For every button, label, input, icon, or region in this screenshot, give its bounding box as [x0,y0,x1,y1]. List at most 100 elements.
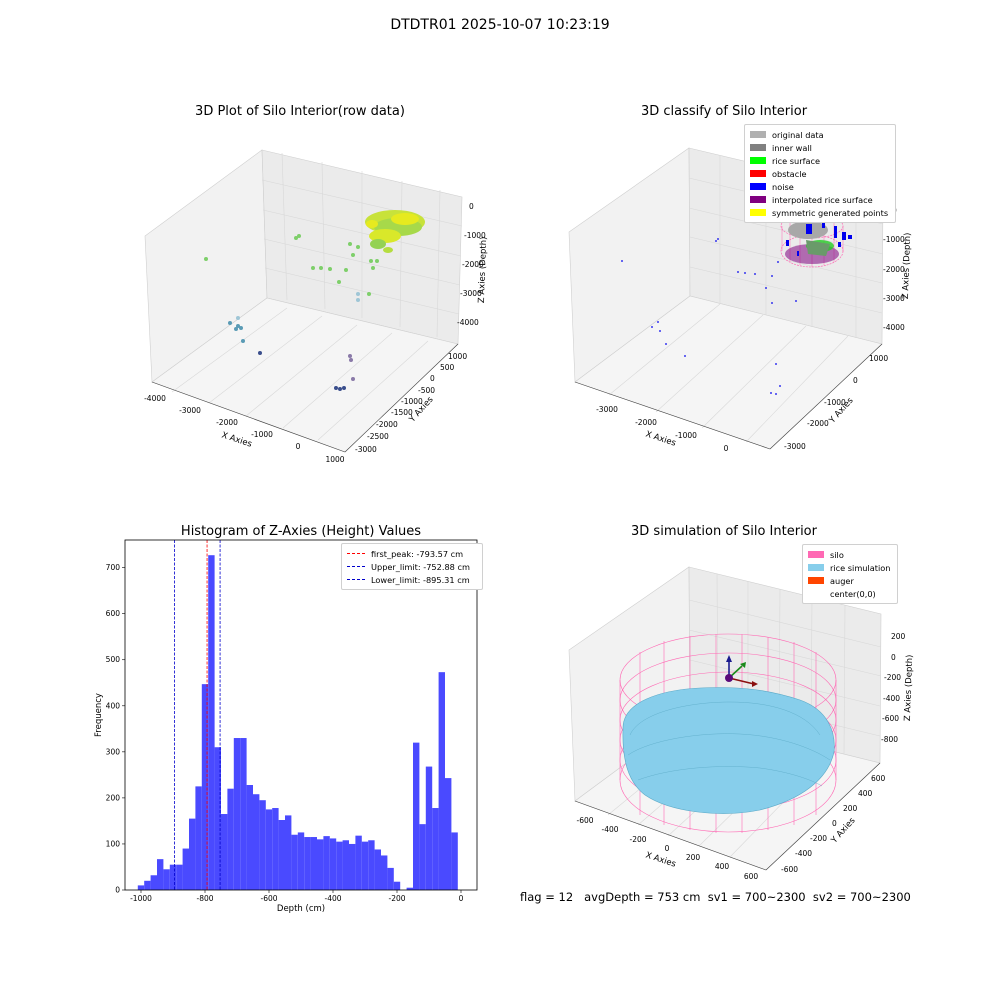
legend-swatch [750,131,766,138]
p4-xtick: 600 [744,872,759,881]
y-tick-label: 100 [106,839,121,848]
p1-ytick: -1000 [401,397,423,406]
histogram-bar [144,880,151,890]
histogram-bar [176,864,183,890]
legend-label: obstacle [772,168,807,179]
histogram-bar [195,786,202,890]
rice-simulation-surface [622,687,835,814]
histogram-bar [297,832,305,890]
p1-ytick: -3000 [355,445,377,454]
panel1-title: 3D Plot of Silo Interior(row data) [195,104,405,119]
histogram-bar [272,808,279,890]
y-tick-label: 500 [106,655,121,664]
legend-item: Upper_limit: -752.88 cm [347,560,477,573]
legend-swatch [750,144,766,151]
p4-xtick: -600 [576,816,593,825]
p1-xtick: -3000 [179,406,201,415]
legend-swatch [750,183,766,190]
histogram-bars [137,555,458,890]
histogram-bar [387,867,394,890]
legend-swatch [750,170,766,177]
p1-ytick: 1000 [448,352,467,361]
y-tick-label: 200 [106,793,121,802]
panel3-legend: first_peak: -793.57 cm Upper_limit: -752… [341,543,483,590]
histogram-bar [310,837,317,890]
legend-label: original data [772,129,824,140]
histogram-bar [265,809,273,890]
p2-ytick: -1000 [824,398,846,407]
p1-zlabel: Z Axies (Depth) [477,236,489,303]
histogram-bar [278,820,285,890]
legend-item: center(0,0) [808,587,892,600]
p1-ztick: -1000 [464,231,486,240]
p2-ztick: -2000 [883,265,905,274]
status-footer: flag = 12 avgDepth = 753 cm sv1 = 700~23… [520,890,911,904]
histogram-bar [445,778,452,890]
y-tick-label: 600 [106,609,121,618]
legend-swatch [347,579,365,580]
histogram-bar [150,875,157,890]
panel1-points [204,210,425,391]
p2-xtick: -1000 [675,431,697,440]
legend-item: inner wall [750,141,890,154]
panel2-classified-points [621,213,852,395]
legend-item: original data [750,128,890,141]
histogram-bar [349,843,356,890]
p4-xtick: -400 [601,825,618,834]
legend-label: center(0,0) [830,588,876,599]
p1-xtick: -2000 [216,418,238,427]
p4-ytick: 600 [871,774,886,783]
x-tick-label: -400 [324,894,341,903]
p2-ytick: 0 [853,376,858,385]
p4-ztick: -800 [881,735,898,744]
histogram-bar [419,824,426,890]
histogram-bar [189,818,196,890]
legend-label: first_peak: -793.57 cm [371,548,464,559]
histogram-bar [253,794,260,890]
x-tick-label: -600 [260,894,277,903]
histogram-bar [317,839,324,890]
y-tick-label: 400 [106,701,121,710]
figure-title: DTDTR01 2025-10-07 10:23:19 [390,17,610,33]
histogram-bar [240,738,247,890]
p2-ztick: -3000 [883,294,905,303]
histogram-bar [342,840,349,890]
histogram-bar [169,864,177,890]
legend-label: rice surface [772,155,821,166]
histogram-bar [381,855,388,890]
p4-ztick: -200 [884,673,901,682]
panel3-title: Histogram of Z-Axies (Height) Values [180,524,422,539]
x-tick-label: -800 [196,894,213,903]
p2-xtick: 0 [724,444,729,453]
histogram-bar [323,836,330,890]
legend-item: rice simulation [808,561,892,574]
p4-xtick: 200 [686,853,701,862]
histogram-bar [451,832,458,890]
p4-ytick: 0 [832,819,837,828]
histogram-bar [425,766,433,890]
p1-ytick: -500 [418,386,435,395]
panel4-legend: silo rice simulation auger center(0,0) [802,544,898,604]
histogram-bar [208,555,215,890]
legend-swatch [347,553,365,554]
histogram-bar [163,869,170,890]
legend-item: Lower_limit: -895.31 cm [347,573,477,586]
histogram-bar [304,837,311,890]
p2-ztick: -1000 [883,235,905,244]
p4-ztick: -400 [883,694,900,703]
histogram-bar [432,808,439,890]
histogram-y-ticks: 0 100 200 300 400 500 600 700 [106,563,125,895]
panel2-title: 3D classify of Silo Interior [640,104,808,119]
legend-label: Upper_limit: -752.88 cm [371,561,470,572]
histogram-xlabel: Depth (cm) [277,904,325,914]
p1-ytick: 500 [440,363,455,372]
legend-label: symmetric generated points [772,207,889,218]
histogram-bar [221,814,228,890]
p4-ytick: -600 [781,865,798,874]
legend-item: interpolated rice surface [750,193,890,206]
p4-ztick: -600 [882,714,899,723]
x-tick-label: -200 [388,894,405,903]
